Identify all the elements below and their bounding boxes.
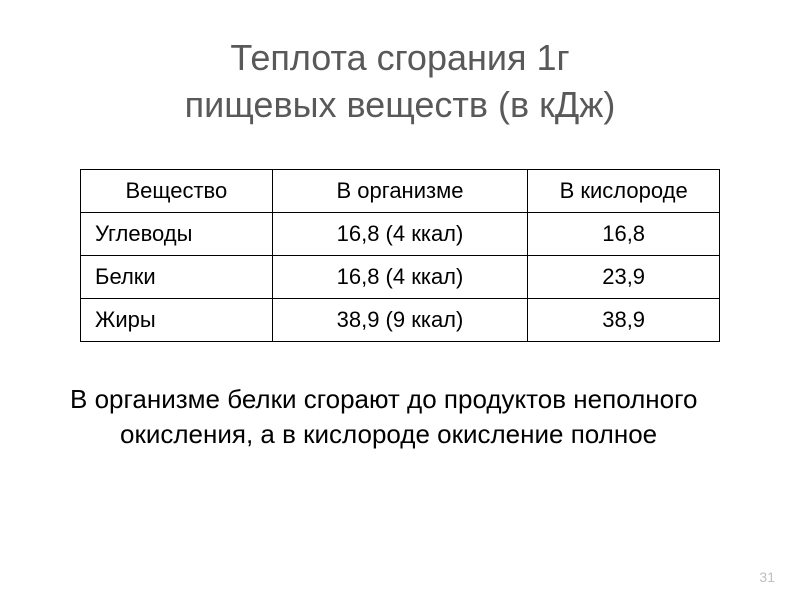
column-header-in-organism: В организме — [272, 169, 528, 212]
in-organism-cell: 16,8 (4 ккал) — [272, 212, 528, 255]
in-organism-cell: 38,9 (9 ккал) — [272, 298, 528, 341]
in-oxygen-cell: 38,9 — [528, 298, 720, 341]
page-number: 31 — [759, 569, 775, 585]
in-organism-cell: 16,8 (4 ккал) — [272, 255, 528, 298]
in-oxygen-cell: 23,9 — [528, 255, 720, 298]
in-oxygen-cell: 16,8 — [528, 212, 720, 255]
table-header-row: Вещество В организме В кислороде — [81, 169, 720, 212]
nutrient-heat-table: Вещество В организме В кислороде Углевод… — [80, 169, 720, 342]
slide-title: Теплота сгорания 1г пищевых веществ (в к… — [60, 35, 740, 129]
column-header-in-oxygen: В кислороде — [528, 169, 720, 212]
substance-cell: Жиры — [81, 298, 273, 341]
substance-cell: Белки — [81, 255, 273, 298]
title-line-2: пищевых веществ (в кДж) — [185, 84, 616, 125]
substance-cell: Углеводы — [81, 212, 273, 255]
table-row: Углеводы 16,8 (4 ккал) 16,8 — [81, 212, 720, 255]
column-header-substance: Вещество — [81, 169, 273, 212]
title-line-1: Теплота сгорания 1г — [230, 37, 569, 78]
table-row: Белки 16,8 (4 ккал) 23,9 — [81, 255, 720, 298]
table-row: Жиры 38,9 (9 ккал) 38,9 — [81, 298, 720, 341]
explanatory-note: В организме белки сгорают до продуктов н… — [70, 382, 730, 452]
